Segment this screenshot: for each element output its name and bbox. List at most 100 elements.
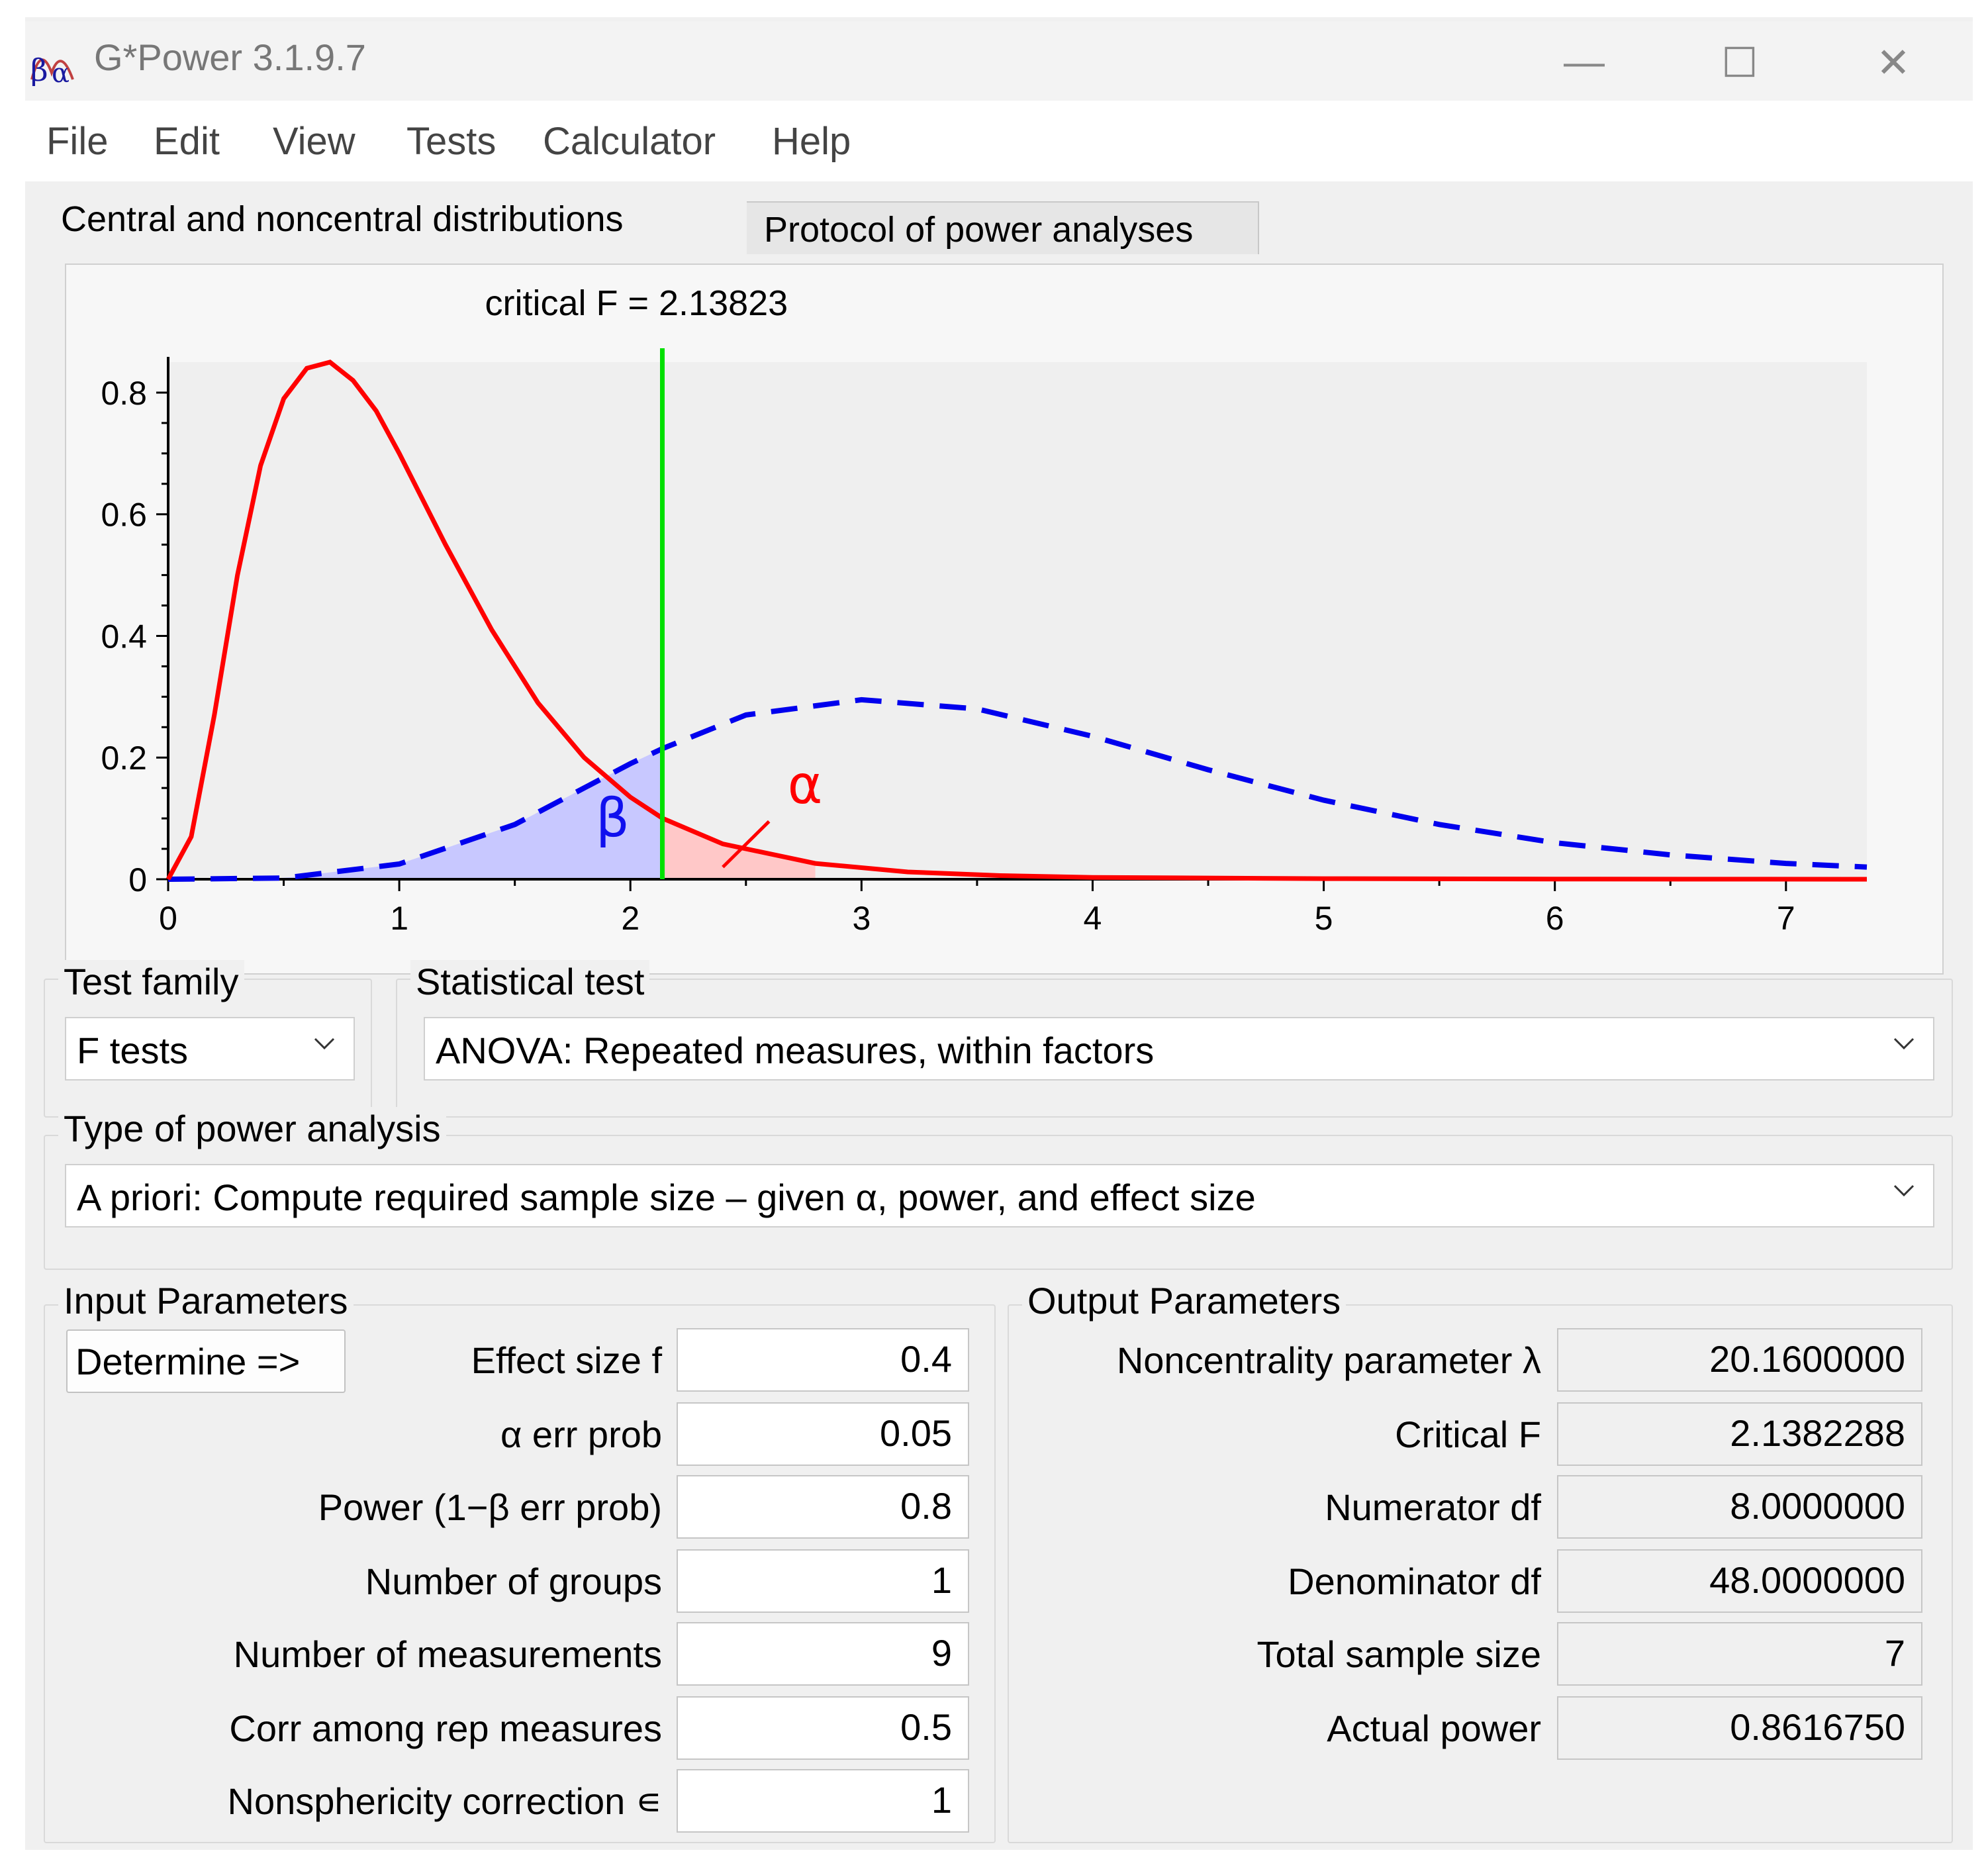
menu-edit[interactable]: Edit [154, 120, 220, 163]
actual-power-label: Actual power [1327, 1707, 1541, 1749]
chevron-down-icon [1893, 1184, 1915, 1197]
noncentral-distribution-curve [167, 697, 1868, 882]
corr-rep-measures-input[interactable]: 0.5 [677, 1696, 969, 1760]
plot-area [168, 362, 1867, 879]
alpha-err-label: α err prob [500, 1414, 662, 1455]
y-tick-label: 0.2 [101, 740, 147, 777]
chevron-down-icon [314, 1037, 335, 1050]
power-analysis-value: A priori: Compute required sample size –… [77, 1177, 1256, 1218]
total-sample-size-value: 7 [1884, 1632, 1905, 1674]
determine-button-label: Determine => [75, 1341, 301, 1382]
y-tick-label: 0 [128, 861, 147, 898]
x-tick-label: 3 [852, 900, 871, 937]
test-family-label: Test family [58, 960, 244, 1003]
nonsphericity-value: 1 [931, 1779, 952, 1821]
statistical-test-select[interactable]: ANOVA: Repeated measures, within factors [424, 1017, 1934, 1081]
gpower-app-icon: β α [30, 52, 74, 86]
alpha-err-input[interactable]: 0.05 [677, 1402, 969, 1466]
tab-strip: Central and noncentral distributions Pro… [25, 181, 1973, 256]
menu-tests[interactable]: Tests [406, 120, 497, 163]
output-parameters-title: Output Parameters [1022, 1279, 1347, 1322]
tab-protocol-label: Protocol of power analyses [764, 210, 1194, 250]
alpha-symbol: α [788, 754, 823, 816]
critical-f-output: 2.1382288 [1557, 1402, 1922, 1466]
noncentrality-value: 20.1600000 [1709, 1338, 1905, 1380]
power-analysis-select[interactable]: A priori: Compute required sample size –… [65, 1164, 1934, 1227]
determine-button[interactable]: Determine => [66, 1329, 346, 1393]
tab-protocol[interactable]: Protocol of power analyses [747, 201, 1259, 254]
actual-power-value: 0.8616750 [1730, 1706, 1905, 1748]
effect-size-input[interactable]: 0.4 [677, 1328, 969, 1392]
maximize-button[interactable]: ☐ [1721, 40, 1758, 86]
x-tick-label: 4 [1084, 900, 1102, 937]
noncentrality-label: Noncentrality parameter λ [1116, 1339, 1541, 1381]
close-button[interactable]: ✕ [1876, 40, 1911, 86]
alpha-err-value: 0.05 [880, 1412, 952, 1454]
denominator-df-output: 48.0000000 [1557, 1549, 1922, 1613]
distribution-chart: 0 0.2 0.4 0.6 0.8 0 1 2 3 4 5 6 7 critical F = 2.1382… [101, 283, 1868, 937]
noncentrality-output: 20.1600000 [1557, 1328, 1922, 1392]
svg-text:β: β [30, 52, 48, 86]
statistical-test-value: ANOVA: Repeated measures, within factors [436, 1030, 1155, 1071]
x-tick-label: 7 [1777, 900, 1795, 937]
power-label: Power (1−β err prob) [318, 1486, 662, 1528]
number-of-measurements-value: 9 [931, 1632, 952, 1674]
x-tick-label: 5 [1315, 900, 1333, 937]
number-of-groups-label: Number of groups [365, 1561, 662, 1602]
central-distribution-curve [166, 360, 1868, 882]
title-bar[interactable]: β α G*Power 3.1.9.7 — ☐ ✕ [25, 21, 1973, 101]
input-parameters-title: Input Parameters [58, 1279, 354, 1322]
menu-bar: File Edit View Tests Calculator Help [25, 101, 1973, 181]
x-tick-label: 2 [621, 900, 639, 937]
menu-file[interactable]: File [46, 120, 109, 163]
minimize-button[interactable]: — [1564, 39, 1605, 85]
menu-view[interactable]: View [273, 120, 355, 163]
corr-rep-measures-value: 0.5 [900, 1706, 952, 1748]
nonsphericity-input[interactable]: 1 [677, 1769, 969, 1833]
numerator-df-label: Numerator df [1325, 1486, 1541, 1528]
tab-distributions-label: Central and noncentral distributions [61, 199, 624, 239]
x-tick-label: 0 [159, 900, 177, 937]
critical-f-annotation: critical F = 2.13823 [485, 283, 788, 323]
power-analysis-group [44, 1135, 1953, 1270]
x-tick-label: 6 [1546, 900, 1564, 937]
total-sample-size-output: 7 [1557, 1622, 1922, 1686]
x-tick-label: 1 [390, 900, 408, 937]
test-family-select[interactable]: F tests [65, 1017, 355, 1081]
power-input[interactable]: 0.8 [677, 1475, 969, 1539]
menu-help[interactable]: Help [772, 120, 851, 163]
effect-size-label: Effect size f [471, 1339, 662, 1381]
chevron-down-icon [1893, 1037, 1915, 1050]
denominator-df-value: 48.0000000 [1709, 1559, 1905, 1601]
number-of-measurements-input[interactable]: 9 [677, 1622, 969, 1686]
tab-distributions[interactable]: Central and noncentral distributions [44, 192, 745, 256]
numerator-df-value: 8.0000000 [1730, 1485, 1905, 1527]
statistical-test-label: Statistical test [410, 960, 650, 1003]
corr-rep-measures-label: Corr among rep measures [229, 1707, 662, 1749]
output-parameters-group [1008, 1304, 1953, 1843]
critical-f-label: Critical F [1395, 1414, 1541, 1455]
denominator-df-label: Denominator df [1288, 1561, 1541, 1602]
y-tick-label: 0.4 [101, 618, 147, 655]
beta-symbol: β [596, 788, 630, 849]
effect-size-value: 0.4 [900, 1338, 952, 1380]
power-value: 0.8 [900, 1485, 952, 1527]
nonsphericity-label: Nonsphericity correction ∊ [227, 1780, 662, 1822]
y-tick-label: 0.8 [101, 375, 147, 412]
test-family-value: F tests [77, 1030, 189, 1071]
distribution-plot-panel: 0 0.2 0.4 0.6 0.8 0 1 2 3 4 5 6 7 critical F = 2.1382… [65, 264, 1944, 975]
alpha-pointer [722, 820, 771, 869]
y-tick-label: 0.6 [101, 497, 147, 534]
number-of-groups-input[interactable]: 1 [677, 1549, 969, 1613]
actual-power-output: 0.8616750 [1557, 1696, 1922, 1760]
number-of-groups-value: 1 [931, 1559, 952, 1601]
number-of-measurements-label: Number of measurements [233, 1633, 662, 1675]
total-sample-size-label: Total sample size [1256, 1633, 1541, 1675]
beta-region [168, 748, 663, 879]
statistical-test-group [396, 979, 1953, 1118]
input-parameters-group [44, 1304, 996, 1843]
power-analysis-label: Type of power analysis [58, 1107, 446, 1150]
numerator-df-output: 8.0000000 [1557, 1475, 1922, 1539]
window-title: G*Power 3.1.9.7 [94, 36, 366, 78]
menu-calculator[interactable]: Calculator [543, 120, 716, 163]
